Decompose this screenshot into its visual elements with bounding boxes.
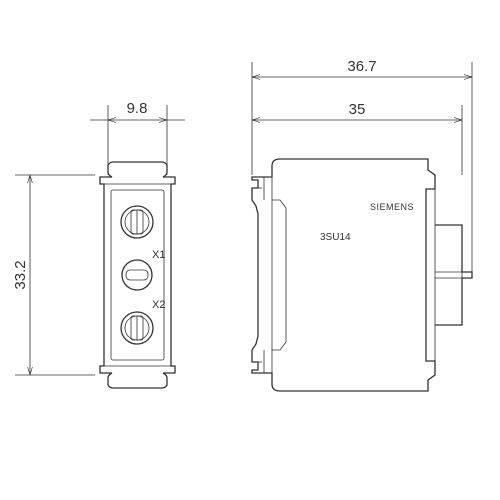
label-x1: X1: [152, 249, 165, 261]
side-outline: [252, 159, 435, 391]
dim-depth-outer: 36.7: [347, 58, 376, 75]
dim-depth-inner: 35: [349, 101, 366, 118]
screw-top: [121, 206, 153, 238]
dim-width-front: 9.8: [127, 100, 148, 117]
dim-height: 33.2: [12, 260, 29, 289]
model-label: 3SU14: [320, 232, 351, 243]
label-x2: X2: [152, 299, 165, 311]
center-port: [122, 260, 152, 290]
screw-bottom: [121, 312, 153, 344]
brand-label: SIEMENS: [370, 202, 414, 212]
